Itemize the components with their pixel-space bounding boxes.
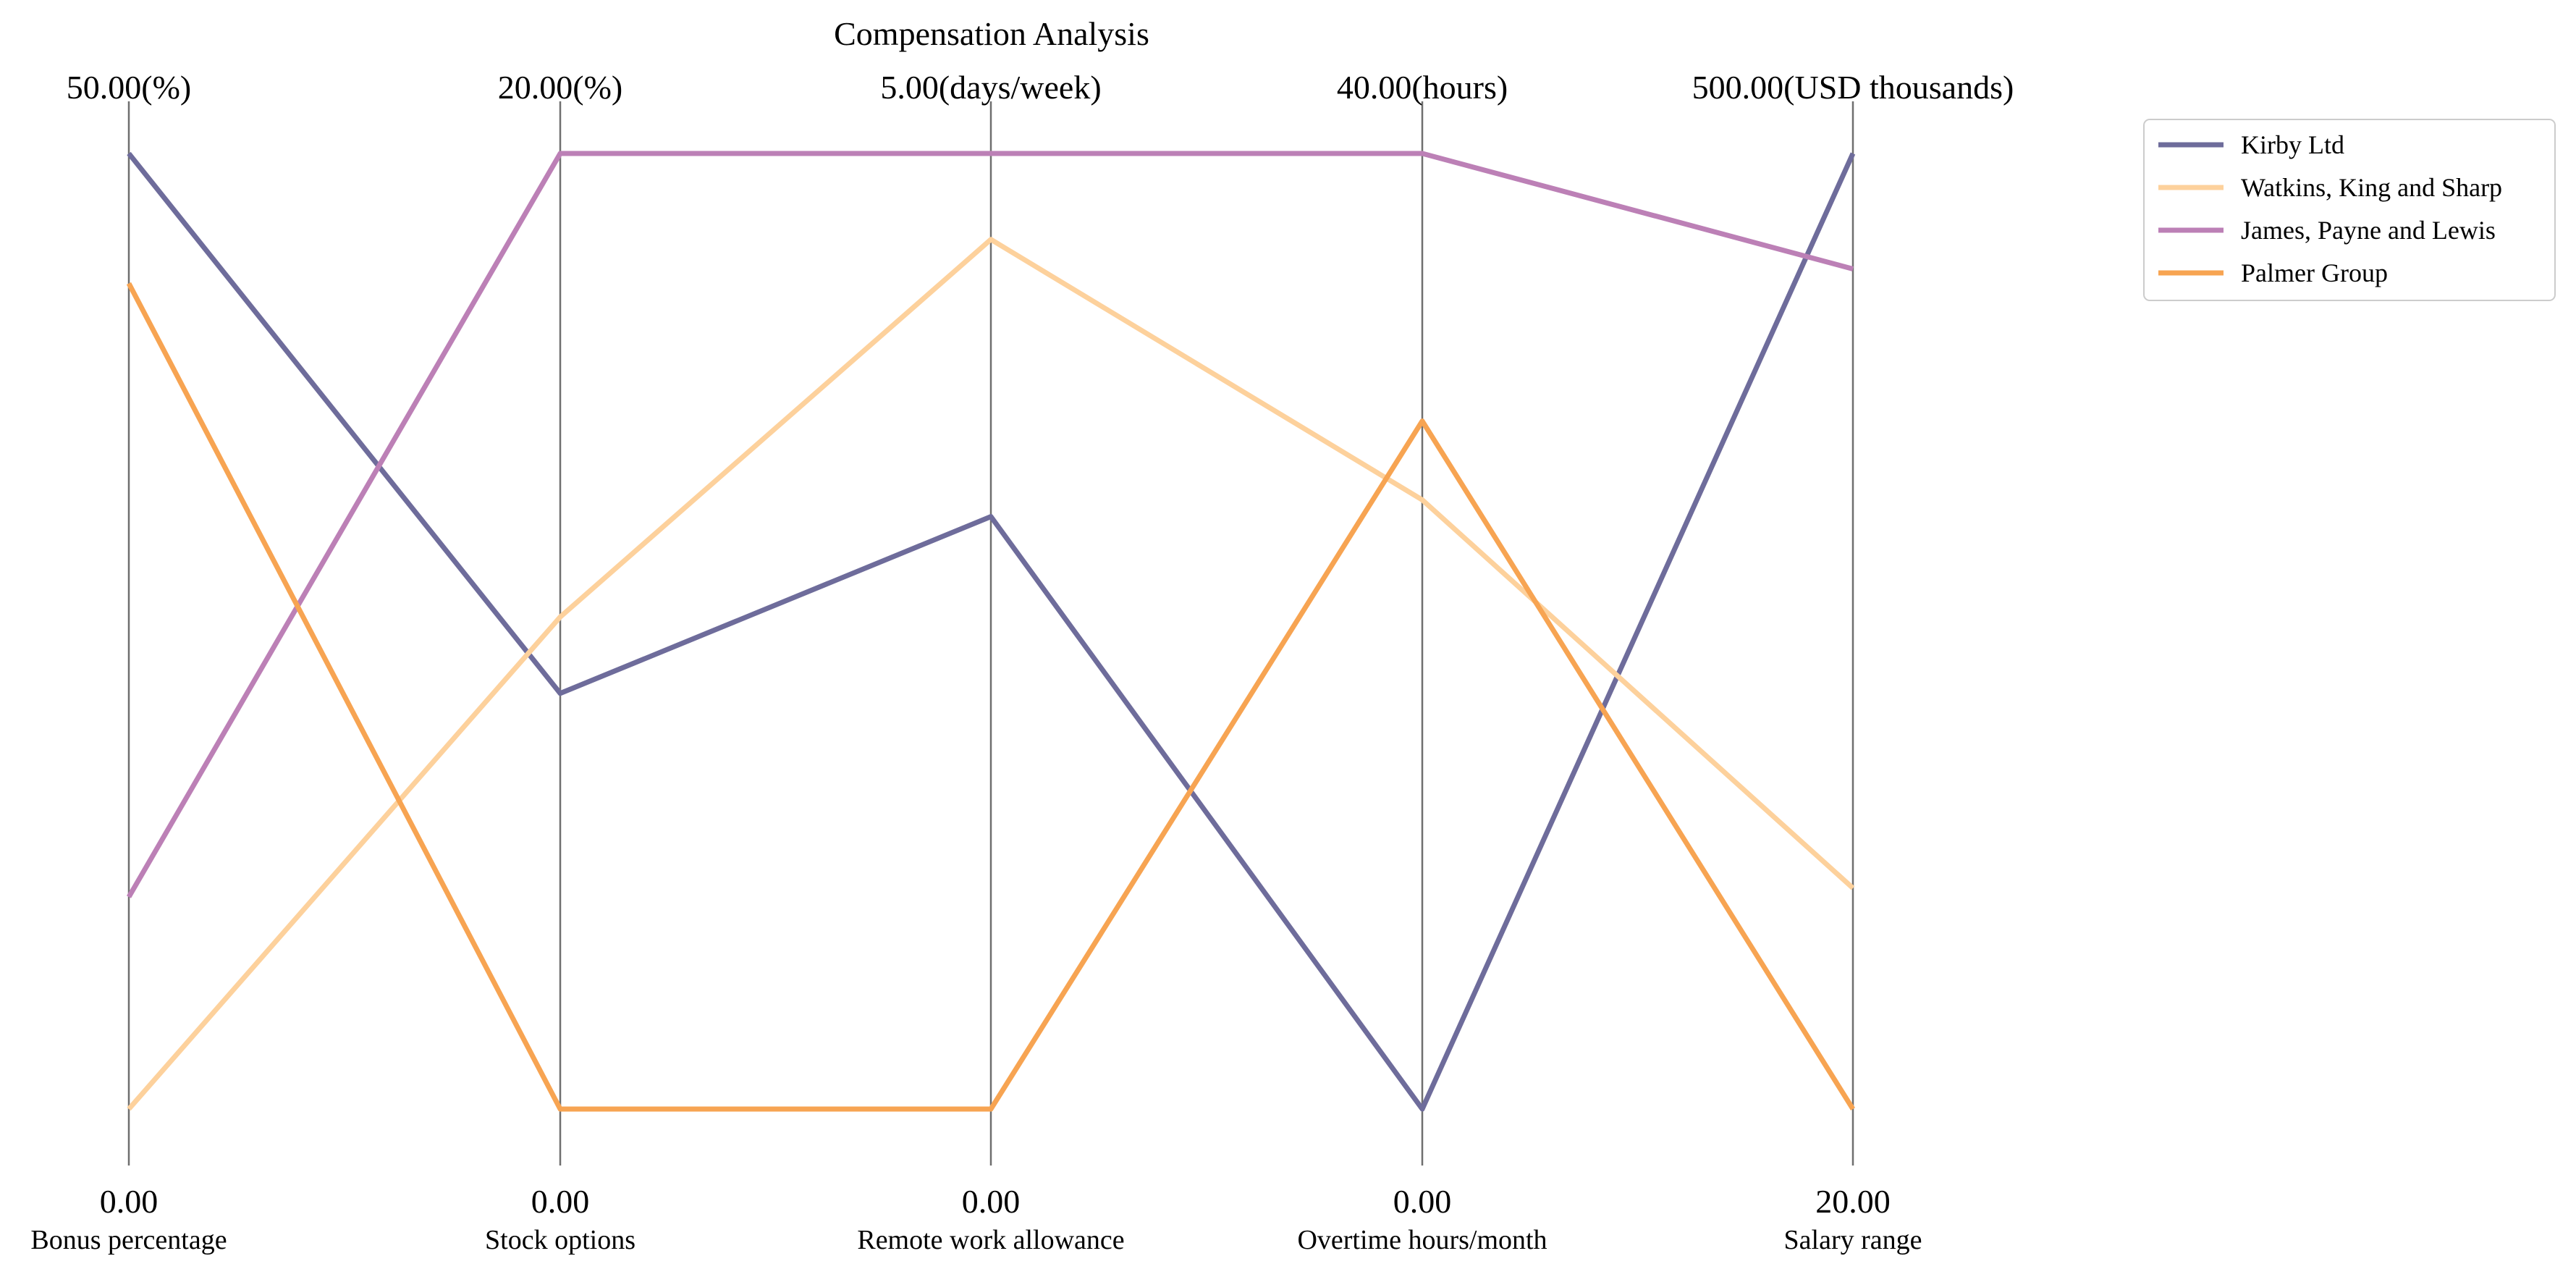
axis-title-remote-work-allowance: Remote work allowance (857, 1225, 1124, 1255)
legend: Kirby Ltd Watkins, King and Sharp James, P… (2143, 119, 2556, 301)
axis-min-label-stock-options: 0.00 (531, 1183, 590, 1220)
axis-title-bonus-percentage: Bonus percentage (30, 1225, 227, 1255)
series-line-kirby-ltd (127, 151, 1856, 1112)
axes-group: 50.00(%) 0.00 Bonus percentage 20.00(%) 0.00… (30, 69, 2014, 1255)
legend-label-watkins-king-and-sharp: Watkins, King and Sharp (2241, 173, 2502, 202)
legend-label-kirby-ltd: Kirby Ltd (2241, 130, 2344, 159)
axis-min-label-bonus-percentage: 0.00 (100, 1183, 159, 1220)
legend-items: Kirby Ltd Watkins, King and Sharp James, P… (2158, 130, 2502, 287)
axis-max-label-remote-work-allowance: 5.00(days/week) (880, 69, 1101, 106)
legend-label-palmer-group: Palmer Group (2241, 258, 2388, 287)
axis-min-label-overtime-hours-month: 0.00 (1393, 1183, 1452, 1220)
axis-title-overtime-hours-month: Overtime hours/month (1297, 1225, 1547, 1255)
series-group (126, 151, 1856, 1112)
legend-label-james-payne-and-lewis: James, Payne and Lewis (2241, 216, 2496, 245)
axis-max-label-overtime-hours-month: 40.00(hours) (1337, 69, 1508, 106)
axis-max-label-bonus-percentage: 50.00(%) (67, 69, 191, 106)
chart-title: Compensation Analysis (834, 15, 1149, 52)
axis-max-label-stock-options: 20.00(%) (498, 69, 622, 106)
series-line-watkins-king-and-sharp (127, 237, 1855, 1111)
legend-frame (2143, 119, 2556, 301)
axis-title-salary-range: Salary range (1784, 1225, 1922, 1255)
axis-min-label-remote-work-allowance: 0.00 (962, 1183, 1021, 1220)
axis-min-label-salary-range: 20.00 (1815, 1183, 1891, 1220)
series-line-james-payne-and-lewis (126, 151, 1854, 898)
axis-max-label-salary-range: 500.00(USD thousands) (1692, 69, 2014, 106)
axis-title-stock-options: Stock options (485, 1225, 635, 1255)
series-line-palmer-group (126, 282, 1855, 1112)
